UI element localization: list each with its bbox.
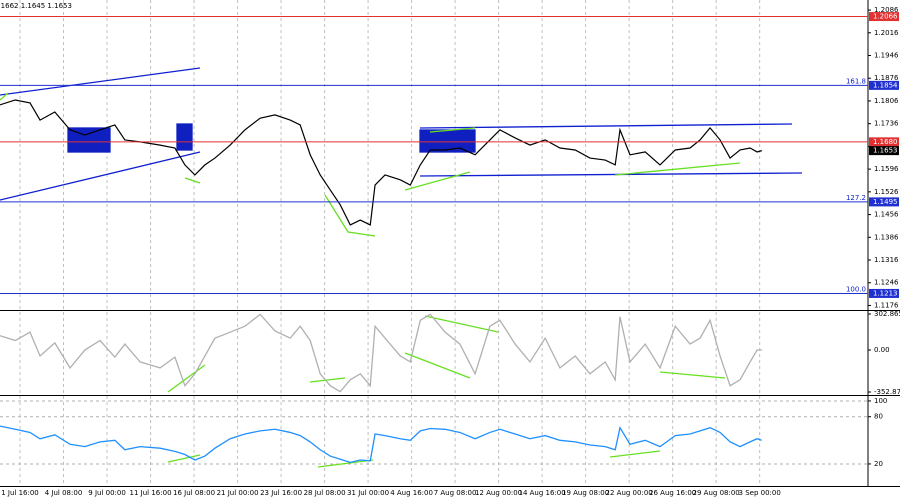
x-tick-label: 7 Aug 08:00 [434, 489, 477, 497]
level-label-box [869, 80, 899, 90]
x-tick-label: 12 Aug 00:00 [475, 489, 522, 497]
y-tick-label: 1.1876 [874, 74, 899, 82]
divergence-line [0, 92, 9, 101]
x-tick-label: 23 Jul 16:00 [260, 489, 302, 497]
level-label: 1.2066 [873, 13, 898, 21]
y-tick-label: 1.1386 [874, 233, 899, 241]
divergence-line [659, 371, 726, 379]
level-label: 1.1854 [873, 81, 898, 89]
price-header: 1.1662 1.1645 1.1653 [0, 2, 72, 10]
zone-box [176, 123, 193, 151]
x-tick-label: 4 Aug 16:00 [390, 489, 433, 497]
divergence-line [429, 127, 476, 133]
level-label-box [869, 137, 899, 147]
y-tick-label: 1.2016 [874, 29, 899, 37]
divergence-line [167, 454, 201, 463]
channel-line [419, 172, 803, 177]
x-tick-label: 4 Jul 08:00 [45, 489, 83, 497]
x-tick-label: 31 Jul 00:00 [347, 489, 389, 497]
x-tick-label: 29 Aug 08:00 [693, 489, 740, 497]
y-tick-label: 20 [874, 460, 883, 468]
trend-line [0, 151, 201, 201]
divergence-line [317, 459, 374, 468]
y-tick-label: 100 [874, 397, 887, 405]
x-tick-label: 26 Aug 16:00 [649, 489, 696, 497]
y-tick-label: 0.00 [874, 346, 890, 354]
y-tick-label: 1.1806 [874, 97, 899, 105]
divergence-line [609, 450, 661, 458]
y-tick-label: 1.1526 [874, 188, 899, 196]
y-tick-label: 1.1176 [874, 301, 899, 309]
zone-box [419, 129, 476, 153]
panel-borders [0, 0, 900, 487]
divergence-line [404, 171, 471, 191]
divergence-line [424, 315, 499, 333]
channel-line [419, 123, 793, 129]
divergence-line [614, 162, 741, 176]
level-label-box [869, 197, 899, 207]
x-tick-label: 1 Jul 16:00 [1, 489, 39, 497]
divergence-lines [0, 92, 741, 468]
x-tick-label: 22 Aug 00:00 [606, 489, 653, 497]
level-label-box [869, 288, 899, 298]
x-tick-label: 21 Jul 00:00 [217, 489, 259, 497]
fib-label: 127.2 [846, 194, 866, 202]
y-tick-label: 302.8654 [874, 310, 900, 318]
divergence-line [324, 194, 376, 237]
x-tick-label: 19 Aug 08:00 [562, 489, 609, 497]
y-tick-label: 1.1316 [874, 256, 899, 264]
y-tick-label: -352.872 [874, 388, 900, 396]
y-tick-label: 1.1736 [874, 120, 899, 128]
x-tick-label: 11 Jul 16:00 [130, 489, 172, 497]
series-line [0, 313, 762, 393]
x-tick-label: 16 Jul 08:00 [173, 489, 215, 497]
x-tick-label: 14 Aug 16:00 [519, 489, 566, 497]
y-tick-label: 1.1946 [874, 52, 899, 60]
divergence-line [404, 352, 471, 379]
y-tick-label: 1.1596 [874, 165, 899, 173]
series-line [0, 425, 763, 464]
x-tick-label: 28 Jul 08:00 [304, 489, 346, 497]
x-tick-label: 3 Sep 00:00 [739, 489, 781, 497]
y-tick-label: 1.1456 [874, 211, 899, 219]
divergence-line [167, 364, 206, 393]
level-label: 1.1653 [873, 147, 898, 155]
y-tick-label: 1.1246 [874, 279, 899, 287]
fib-label: 100.0 [846, 285, 866, 293]
level-label: 1.1680 [873, 138, 898, 146]
level-label: 1.1213 [873, 289, 898, 297]
level-label: 1.1495 [873, 198, 898, 206]
fib-label: 161.8 [846, 77, 866, 85]
trend-line [0, 67, 201, 96]
y-tick-label: 1.2086 [874, 6, 899, 14]
plots [0, 99, 763, 464]
y-tick-label: 80 [874, 413, 883, 421]
x-tick-label: 9 Jul 00:00 [88, 489, 126, 497]
divergence-line [184, 177, 201, 184]
level-label-box [869, 12, 899, 22]
divergence-line [309, 377, 346, 383]
level-label-box [869, 146, 899, 156]
series-line [0, 99, 762, 226]
